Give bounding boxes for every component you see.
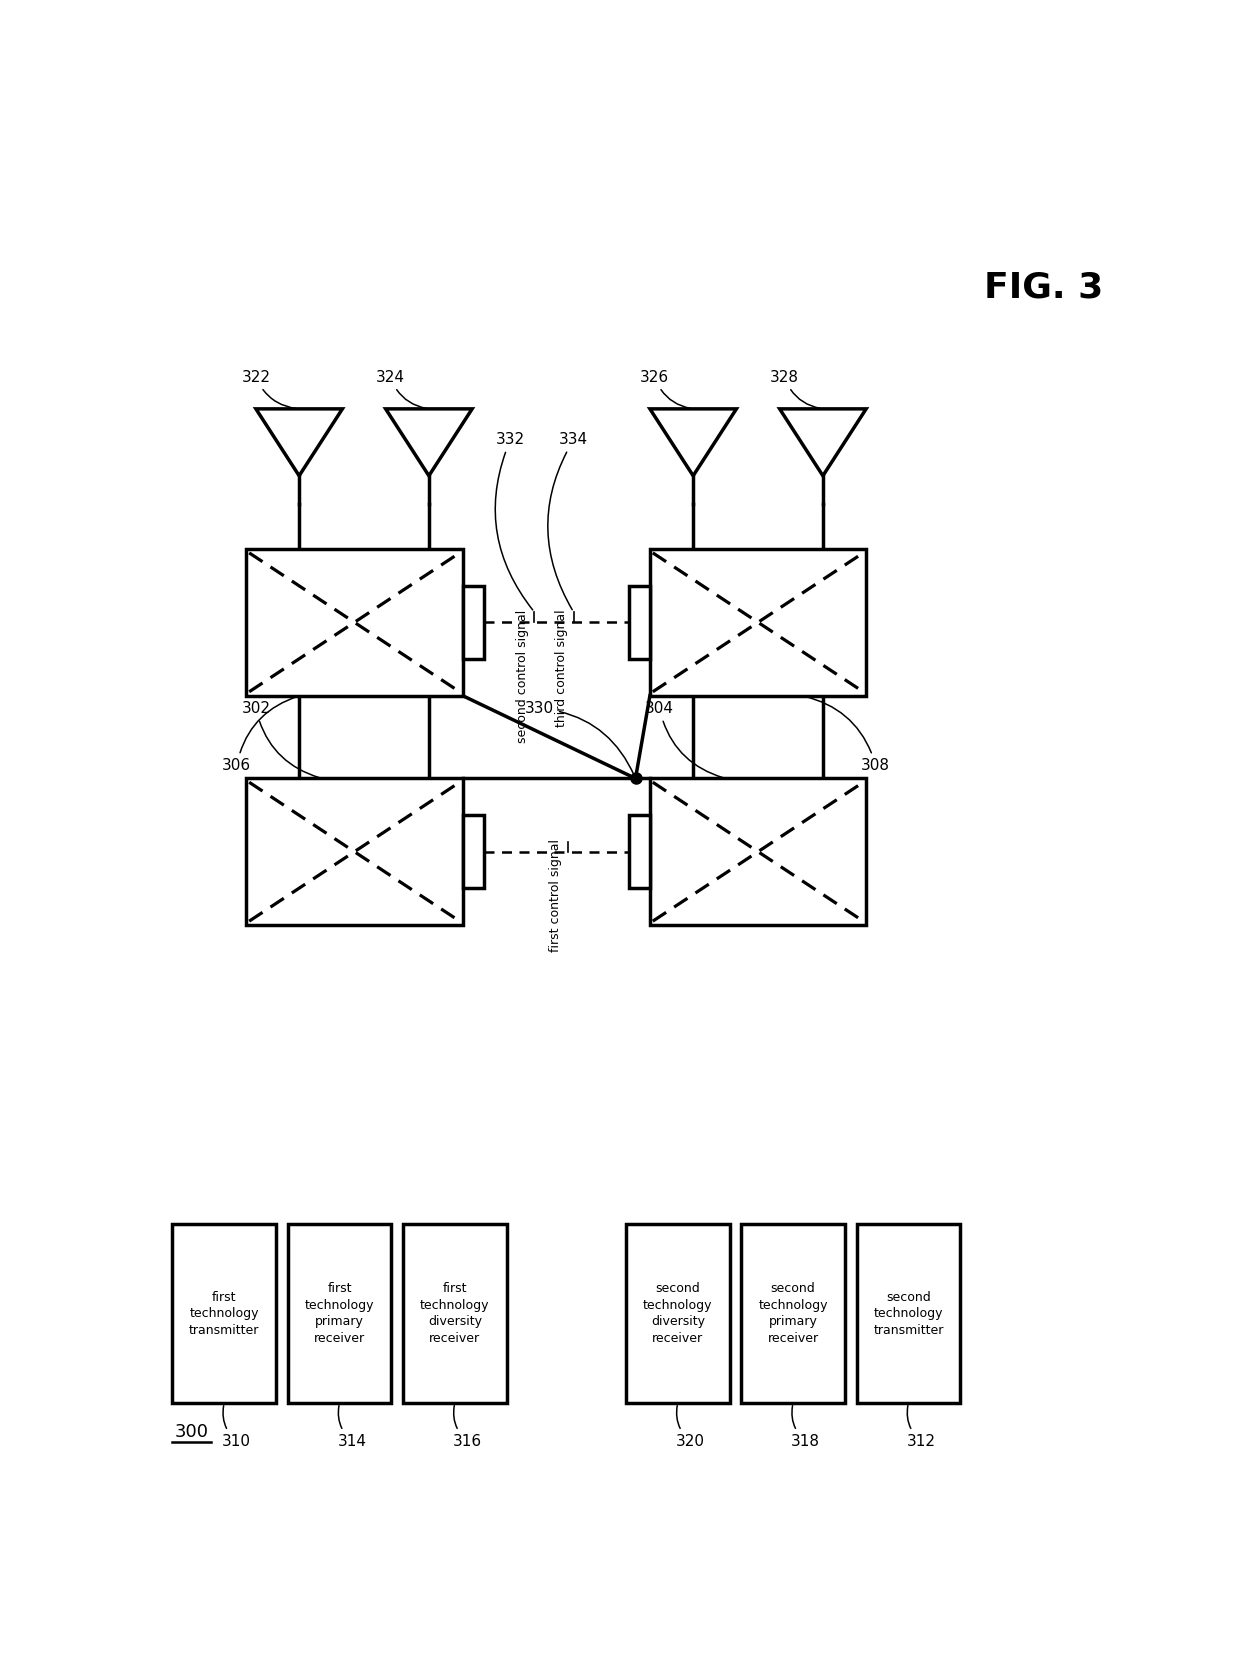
Text: 332: 332 (495, 432, 533, 611)
Bar (629, 814, 650, 889)
Bar (650, 549, 866, 695)
Text: first
technology
primary
receiver: first technology primary receiver (305, 1283, 374, 1346)
Text: 310: 310 (222, 1405, 252, 1448)
Bar (288, 1225, 392, 1403)
Bar (463, 586, 484, 659)
Text: first
technology
transmitter: first technology transmitter (188, 1291, 259, 1337)
Bar (403, 1225, 507, 1403)
Text: 302: 302 (242, 700, 320, 778)
Text: 326: 326 (640, 369, 691, 409)
Polygon shape (255, 409, 342, 475)
Text: 316: 316 (453, 1405, 482, 1448)
Text: 320: 320 (676, 1405, 704, 1448)
Polygon shape (780, 409, 866, 475)
Text: 330: 330 (525, 700, 635, 776)
Text: third control signal: third control signal (554, 609, 568, 727)
Bar (857, 1225, 960, 1403)
Bar (629, 586, 650, 659)
Bar (626, 1225, 729, 1403)
Text: 328: 328 (770, 369, 820, 409)
Text: 318: 318 (791, 1405, 820, 1448)
Polygon shape (386, 409, 472, 475)
Bar (650, 778, 866, 925)
Text: 322: 322 (242, 369, 296, 409)
Bar (742, 1225, 844, 1403)
Text: FIG. 3: FIG. 3 (985, 271, 1104, 305)
Text: 324: 324 (376, 369, 427, 409)
Text: second
technology
transmitter: second technology transmitter (873, 1291, 944, 1337)
Text: 308: 308 (804, 697, 890, 773)
Text: 334: 334 (548, 432, 588, 609)
Bar (172, 1225, 277, 1403)
Text: second
technology
diversity
receiver: second technology diversity receiver (644, 1283, 713, 1346)
Text: first
technology
diversity
receiver: first technology diversity receiver (420, 1283, 490, 1346)
Text: first control signal: first control signal (549, 839, 562, 952)
Bar (463, 814, 484, 889)
Text: 312: 312 (906, 1405, 935, 1448)
Text: second
technology
primary
receiver: second technology primary receiver (759, 1283, 828, 1346)
Text: 306: 306 (222, 697, 298, 773)
Text: second control signal: second control signal (516, 609, 528, 743)
Bar (247, 549, 463, 695)
Bar (247, 778, 463, 925)
Text: 300: 300 (174, 1423, 208, 1442)
Text: 314: 314 (337, 1405, 367, 1448)
Polygon shape (650, 409, 737, 475)
Text: 304: 304 (645, 700, 723, 778)
